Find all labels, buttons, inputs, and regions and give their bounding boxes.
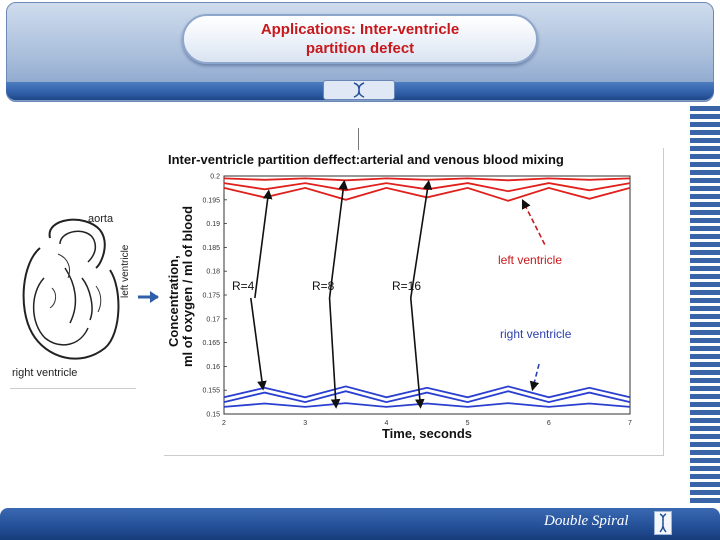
y-tick-label: 0.17	[206, 316, 220, 323]
footer-band	[0, 508, 720, 540]
x-tick-label: 2	[222, 420, 226, 427]
title-pill: Applications: Inter-ventricle partition …	[182, 14, 538, 64]
slide-title-line2: partition defect	[305, 40, 415, 57]
blue-series-line	[223, 385, 631, 399]
red-series-line	[223, 177, 631, 182]
y-tick-label: 0.15	[206, 412, 220, 419]
y-tick-label: 0.16	[206, 364, 220, 371]
annotation-right-ventricle: right ventricle	[500, 327, 572, 341]
r4-arrow-up	[254, 189, 273, 299]
footer-spiral-icon	[654, 511, 672, 535]
x-tick-label: 7	[628, 420, 632, 427]
blue-series-line	[223, 390, 631, 404]
r16-arrow-up	[409, 179, 433, 299]
y-tick-label: 0.18	[206, 269, 220, 276]
oxygen-concentration-chart: Inter-ventricle partition deffect:arteri…	[166, 152, 632, 441]
y-tick-label: 0.19	[206, 221, 220, 228]
annotation-r16: R=16	[392, 279, 421, 293]
side-stripes	[690, 106, 720, 506]
plot-area	[223, 175, 631, 415]
chart-container: Inter-ventricle partition deffect:arteri…	[164, 148, 664, 456]
x-axis-label: Time, seconds	[382, 426, 472, 441]
y-tick-label: 0.195	[202, 197, 220, 204]
annotation-r4: R=4	[232, 279, 255, 293]
chart-title: Inter-ventricle partition deffect:arteri…	[168, 152, 564, 167]
r16-arrow-down	[409, 297, 425, 409]
r8-arrow-down	[328, 297, 341, 409]
pointer-arrow-icon	[138, 291, 159, 303]
spiral-logo-icon	[323, 80, 395, 100]
r4-arrow-down	[250, 297, 267, 391]
y-tick-label: 0.2	[210, 174, 220, 181]
divider-line	[358, 128, 359, 150]
right-ventricle-pointer	[529, 363, 540, 392]
x-tick-label: 5	[466, 420, 470, 427]
aorta-label: aorta	[88, 213, 114, 225]
annotation-left-ventricle: left ventricle	[498, 253, 562, 267]
blue-series-line	[223, 402, 631, 408]
x-tick-label: 6	[547, 420, 551, 427]
left-ventricle-label: left ventricle	[120, 244, 131, 298]
annotation-r8: R=8	[312, 279, 335, 293]
y-tick-label: 0.155	[202, 388, 220, 395]
r8-arrow-up	[328, 179, 348, 299]
y-axis-label-line2: ml of oxygen / ml of blood	[180, 206, 195, 367]
heart-diagram: aorta left ventricle right ventricle	[10, 208, 136, 389]
x-tick-label: 4	[384, 420, 388, 427]
y-axis-label-line1: Concentration,	[166, 255, 181, 347]
y-tick-label: 0.185	[202, 245, 220, 252]
x-tick-label: 3	[303, 420, 307, 427]
slide-title-line1: Applications: Inter-ventricle	[260, 21, 460, 38]
footer-brand: Double Spiral	[544, 513, 629, 529]
left-ventricle-pointer	[521, 199, 546, 245]
right-ventricle-label: right ventricle	[12, 367, 77, 379]
y-tick-label: 0.165	[202, 340, 220, 347]
y-tick-label: 0.175	[202, 293, 220, 300]
